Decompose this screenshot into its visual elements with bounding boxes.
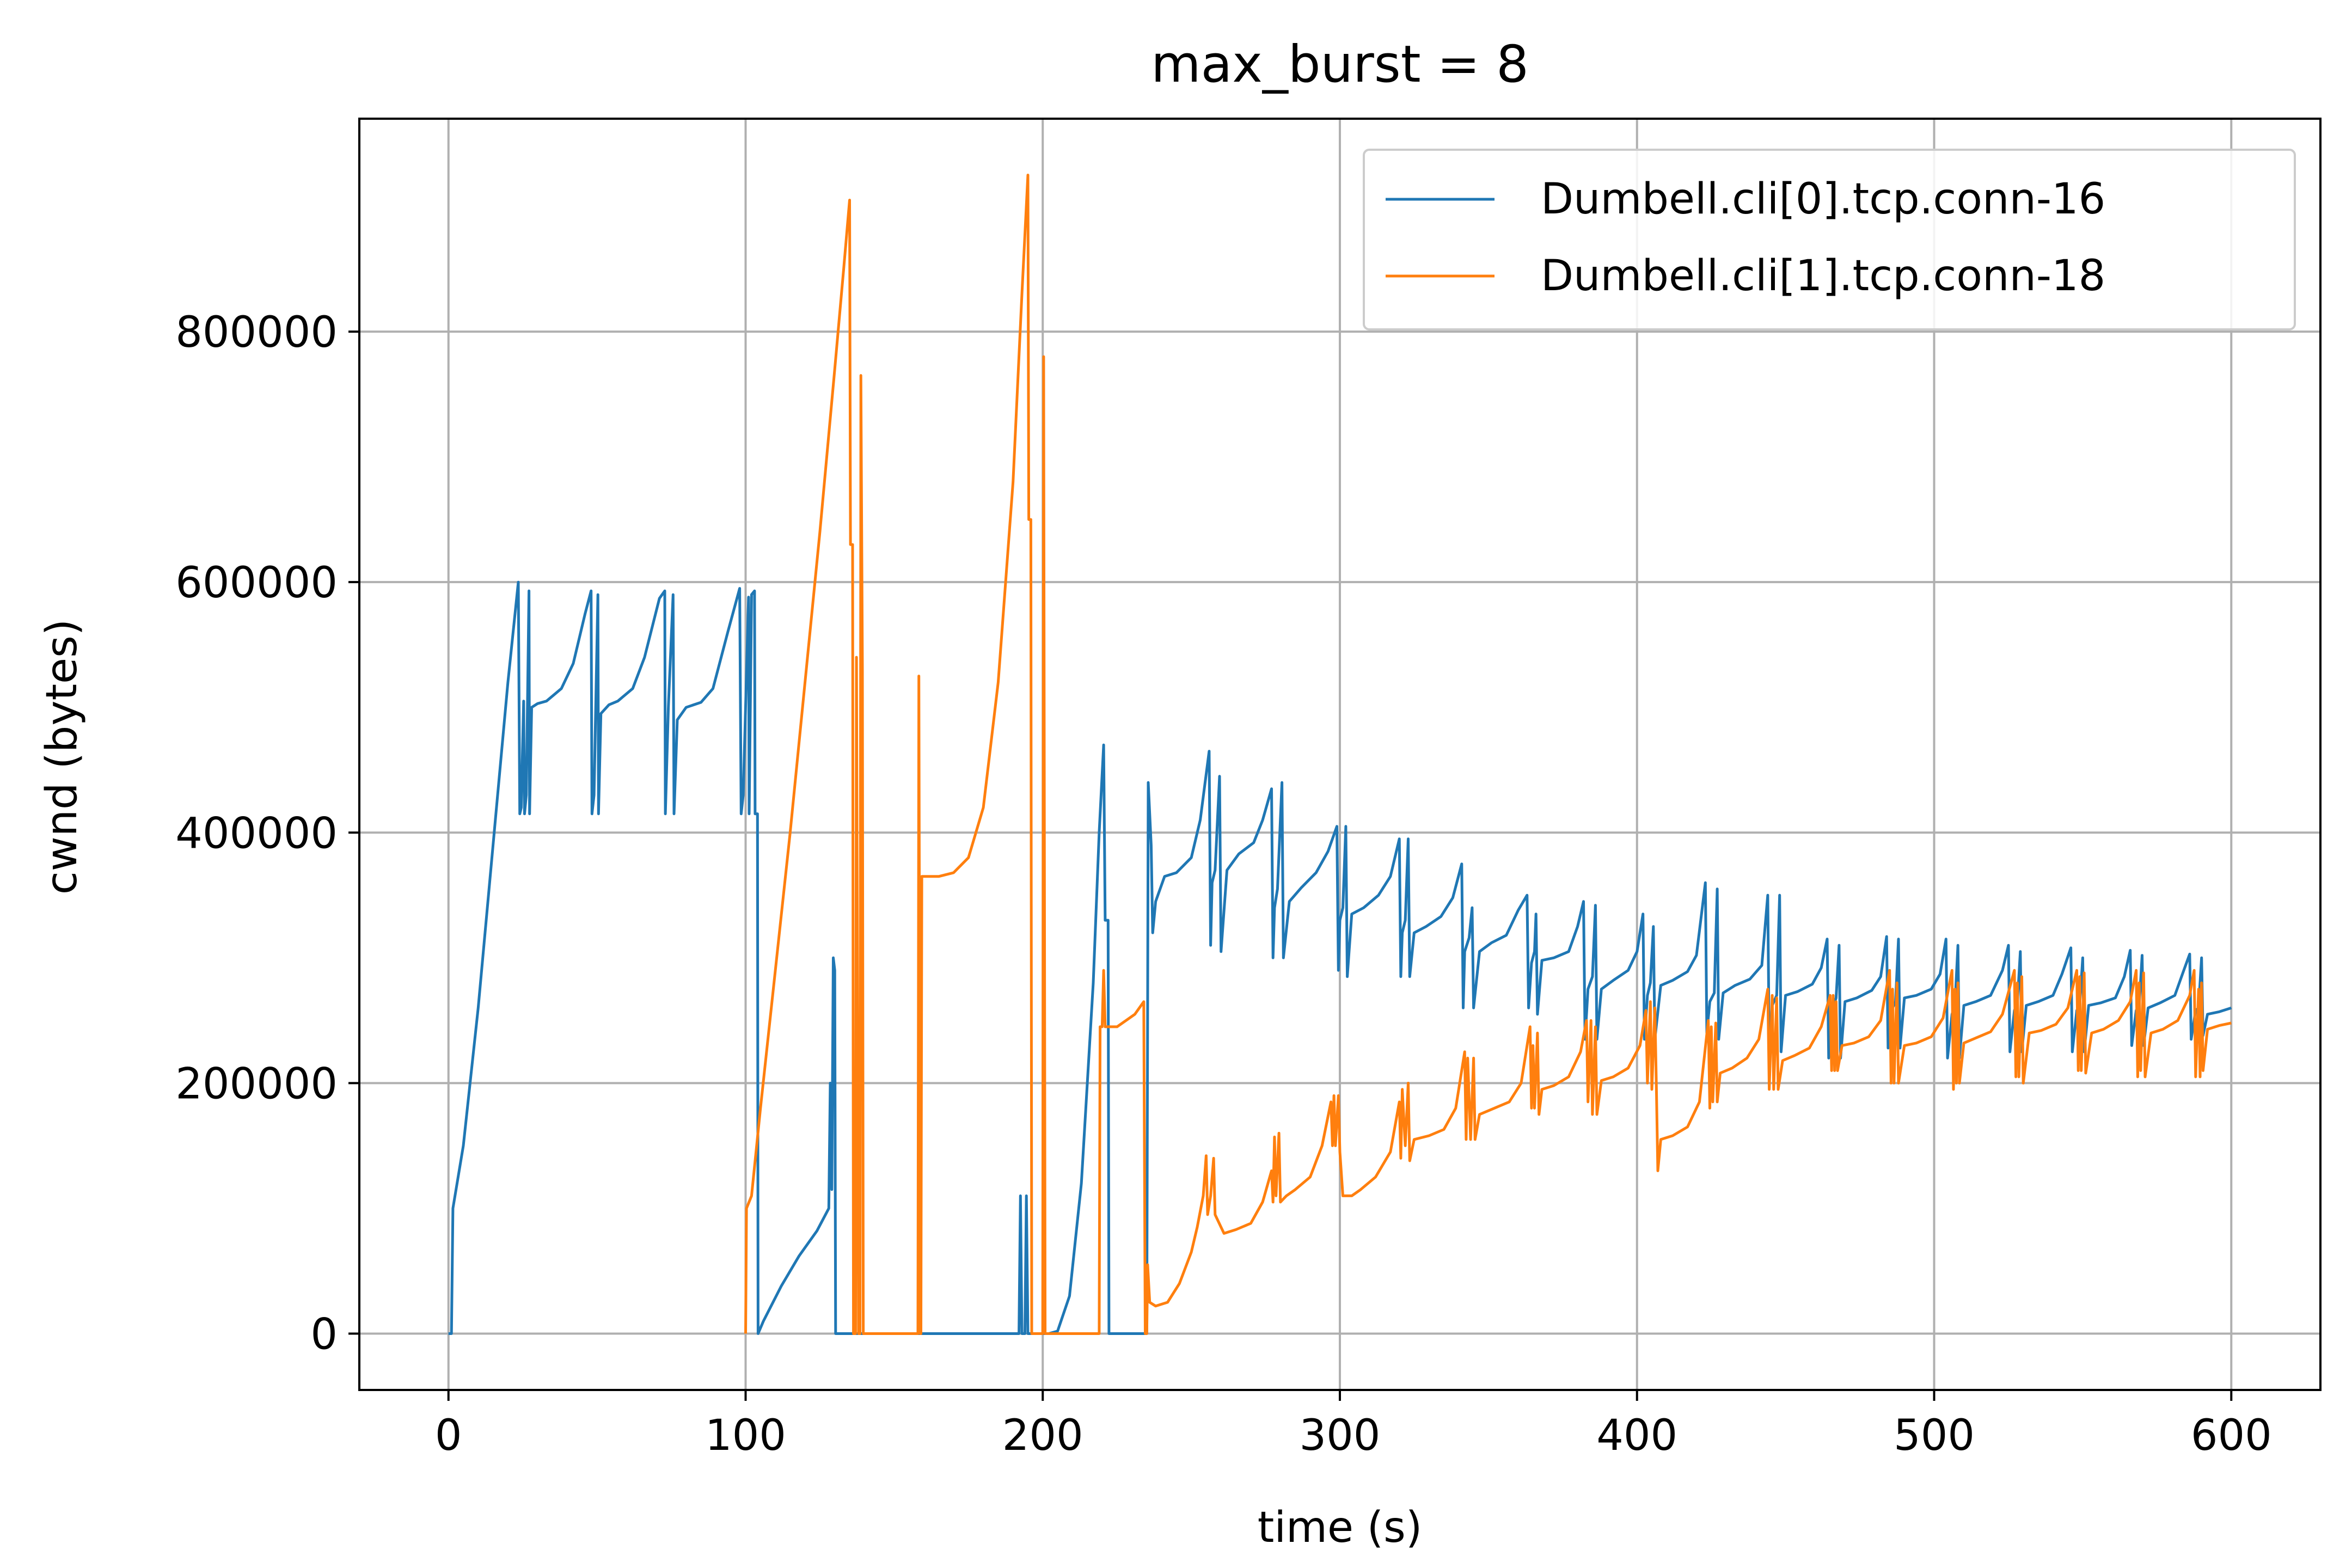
x-tick-label: 300 xyxy=(1300,1411,1381,1460)
series-line-1 xyxy=(744,174,2232,1335)
y-tick-label: 0 xyxy=(310,1310,338,1359)
y-tick-label: 600000 xyxy=(175,559,338,608)
x-tick-label: 100 xyxy=(705,1411,786,1460)
series-lines xyxy=(448,174,2232,1335)
y-axis-label: cwnd (bytes) xyxy=(38,619,87,895)
x-tick-label: 0 xyxy=(435,1411,462,1460)
x-tick-label: 400 xyxy=(1596,1411,1677,1460)
legend: Dumbell.cli[0].tcp.conn-16 Dumbell.cli[1… xyxy=(1363,149,2296,330)
legend-label-series-1: Dumbell.cli[1].tcp.conn-18 xyxy=(1541,252,2105,301)
legend-box xyxy=(1363,149,2296,330)
y-tick-label: 200000 xyxy=(175,1059,338,1108)
chart-title: max_burst = 8 xyxy=(1151,35,1529,94)
x-tick-label: 600 xyxy=(2191,1411,2272,1460)
y-tick-label: 800000 xyxy=(175,308,338,357)
y-axis-ticks: 0 200000 400000 600000 800000 xyxy=(175,308,359,1359)
y-tick-label: 400000 xyxy=(175,809,338,858)
x-tick-label: 500 xyxy=(1894,1411,1975,1460)
x-tick-label: 200 xyxy=(1002,1411,1083,1460)
x-axis-label: time (s) xyxy=(1258,1503,1423,1552)
legend-label-series-0: Dumbell.cli[0].tcp.conn-16 xyxy=(1541,175,2105,224)
x-axis-ticks: 0 100 200 300 400 500 600 xyxy=(435,1390,2272,1460)
